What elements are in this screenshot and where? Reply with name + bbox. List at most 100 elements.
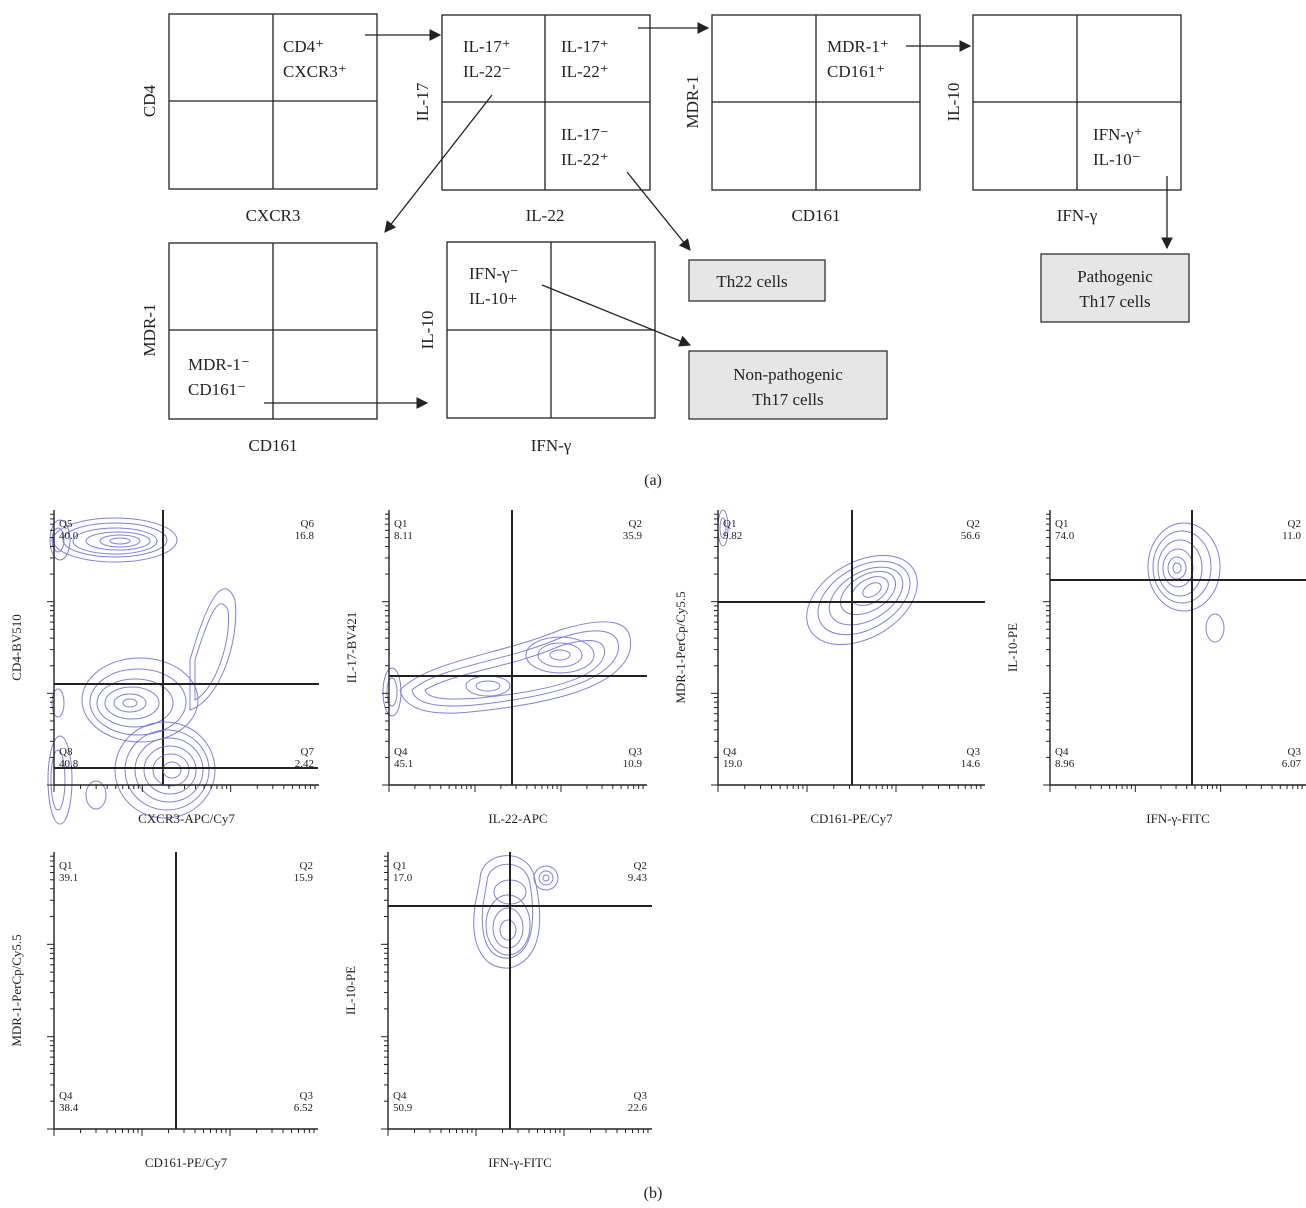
quadrant-percent: 9.43 [628,872,648,884]
quadrant-percent: 39.1 [59,872,78,884]
quadrant-name: Q3 [629,746,643,758]
quadrant-percent: 6.07 [1282,758,1302,770]
x-axis-label: CD161 [248,436,297,455]
nonpathogenic-label: Non-pathogenic [733,365,843,384]
quadrant-name: Q2 [629,518,642,530]
gate-label-line: CXCR3⁺ [283,62,347,81]
x-axis-label: IFN-γ-FITC [488,1155,552,1170]
contour-layer [382,621,632,717]
th22-box: Th22 cells [688,259,826,302]
gate-mdr1-cd161-pos: MDR-1⁺ CD161⁺ CD161 MDR-1 [683,14,921,225]
gate-label-line: IL-17⁻ [561,125,609,144]
quadrant-name: Q1 [393,860,406,872]
arrow [626,171,691,251]
nonpathogenic-th17-box: Non-pathogenic Th17 cells [688,350,888,420]
contour-layer [49,517,237,743]
quadrant-percent: 45.1 [394,758,413,770]
gate-label-line: CD4⁺ [283,37,324,56]
gate-label-line: MDR-1⁺ [827,37,889,56]
x-axis-label: IFN-γ-FITC [1146,811,1210,826]
quadrant-percent: 35.9 [623,530,643,542]
y-axis-label: IL-17 [413,82,432,121]
quadrant-percent: 11.0 [1282,530,1301,542]
quadrant-percent: 38.4 [59,1102,79,1114]
pathogenic-label: Pathogenic [1077,267,1153,286]
flow-arrows [264,22,1173,409]
quadrant-name: Q4 [1055,746,1069,758]
quadrant-percent: 40.8 [59,758,79,770]
y-axis-label: MDR-1-PerCp/Cy5.5 [9,934,24,1046]
gate-il10-ifng-nonpathogenic: IFN-γ⁻ IL-10+ IFN-γ IL-10 [418,241,656,455]
quadrant-name: Q1 [394,518,407,530]
x-axis-label: CXCR3-APC/Cy7 [138,811,235,826]
y-axis-label: CD4-BV510 [9,614,24,680]
quadrant-name: Q6 [301,518,315,530]
quadrant-percent: 10.9 [623,758,643,770]
quadrant-name: Q8 [59,746,73,758]
quadrant-name: Q2 [967,518,980,530]
y-axis-label: MDR-1 [140,304,159,357]
y-axis-label: IL-17-BV421 [344,612,359,684]
flow-plot-2 [382,510,647,785]
quadrant-percent: 22.6 [628,1102,648,1114]
pathogenic-label: Th17 cells [1079,292,1150,311]
quadrant-name: Q4 [393,1090,407,1102]
quadrant-name: Q2 [634,860,647,872]
flow-plot-4 [1050,510,1306,785]
y-axis-label: MDR-1-PerCp/Cy5.5 [673,591,688,703]
quadrant-percent: 15.9 [294,872,314,884]
quadrant-percent: 17.0 [393,872,413,884]
quadrant-name: Q4 [723,746,737,758]
gate-label-line: IFN-γ⁺ [1093,125,1143,144]
flow-plot-5 [47,721,318,1129]
gate-label-line: IL-22⁺ [561,150,609,169]
x-axis-label: CD161-PE/Cy7 [810,811,893,826]
x-axis-label: CD161 [791,206,840,225]
quadrant-percent: 6.52 [294,1102,313,1114]
th22-label: Th22 cells [716,272,787,291]
y-axis-label: IL-10 [418,311,437,350]
quadrant-name: Q7 [301,746,315,758]
gate-label-line: IL-17⁺ [463,37,511,56]
gate-label-line: IFN-γ⁻ [469,264,519,283]
gate-label-line: CD161⁺ [827,62,885,81]
arrow [384,94,493,233]
x-axis-label: IFN-γ [531,436,572,455]
y-axis-label: MDR-1 [683,76,702,129]
quadrant-name: Q3 [634,1090,648,1102]
pathogenic-th17-box: Pathogenic Th17 cells [1040,253,1190,323]
gate-label-line: MDR-1⁻ [188,355,250,374]
gate-label-line: CD161⁻ [188,380,246,399]
y-axis-label: IL-10 [944,83,963,122]
quadrant-percent: 50.9 [393,1102,413,1114]
quadrant-name: Q3 [967,746,981,758]
quadrant-percent: 8.11 [394,530,413,542]
x-axis-label: IL-22 [526,206,565,225]
quadrant-name: Q3 [1288,746,1302,758]
gate-il10-ifng-pathogenic: IFN-γ⁺ IL-10⁻ IFN-γ IL-10 [944,14,1182,225]
gate-label-line: IL-22⁺ [561,62,609,81]
x-axis-label: CD161-PE/Cy7 [145,1155,228,1170]
quadrant-percent: 19.0 [723,758,743,770]
quadrant-name: Q1 [1055,518,1068,530]
y-axis-label: IL-10-PE [343,966,358,1015]
quadrant-name: Q1 [59,860,72,872]
quadrant-percent: 16.8 [295,530,315,542]
arrow [541,284,692,347]
quadrant-percent: 2.42 [295,758,314,770]
panel-a-caption: (a) [644,472,662,489]
flow-plot-1 [49,510,319,785]
flow-plot-3 [717,509,985,785]
gate-il17-il22: IL-17⁺ IL-22⁻ IL-17⁺ IL-22⁺ IL-17⁻ IL-22… [413,14,651,225]
gate-mdr1-cd161-neg: MDR-1⁻ CD161⁻ CD161 MDR-1 [140,242,378,455]
x-axis-label: IL-22-APC [488,811,547,826]
x-axis-label: CXCR3 [246,206,301,225]
quadrant-name: Q5 [59,518,73,530]
contour-layer [717,509,918,646]
gate-label-line: IL-22⁻ [463,62,511,81]
quadrant-name: Q3 [300,1090,314,1102]
quadrant-name: Q4 [59,1090,73,1102]
contour-layer [1147,522,1225,643]
